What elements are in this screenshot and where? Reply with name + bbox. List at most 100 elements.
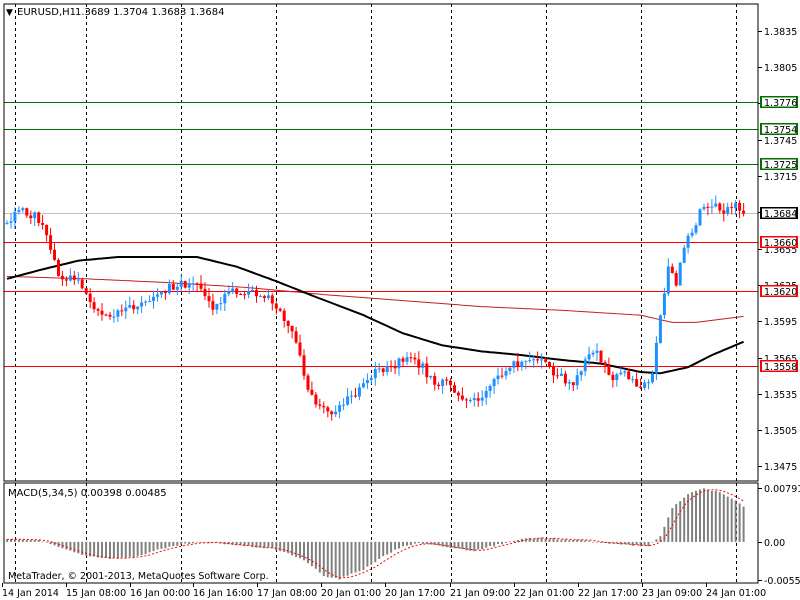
macd-bar (592, 541, 595, 543)
candle-body (413, 357, 417, 360)
candle-body (354, 395, 357, 397)
candle-body (29, 215, 33, 219)
macd-bar (243, 541, 246, 547)
candle-body (84, 288, 88, 294)
macd-bar (310, 541, 313, 567)
candle-body (76, 279, 80, 281)
macd-bar (204, 541, 206, 543)
horizontal-levels[interactable] (4, 102, 758, 367)
macd-bar (584, 540, 587, 542)
price-tick-label: 1.3505 (764, 426, 797, 437)
candle-body (357, 387, 361, 397)
candle-body (377, 368, 381, 370)
main-chart-pane[interactable] (4, 4, 758, 481)
macd-bar (580, 539, 583, 542)
macd-bar (89, 541, 92, 557)
candle-body (322, 405, 326, 408)
level-label-inner (762, 286, 796, 296)
macd-bar (271, 541, 274, 549)
candle-body (702, 206, 706, 210)
macd-bar (168, 541, 171, 547)
candle-body (508, 367, 512, 371)
candle-body (64, 279, 68, 281)
candle-body (734, 202, 738, 209)
candle-body (203, 288, 207, 296)
price-tick-label: 1.3745 (764, 136, 797, 147)
macd-bar (120, 541, 123, 558)
macd-bar (568, 540, 571, 542)
candle-body (92, 302, 96, 310)
time-axis[interactable]: 14 Jan 2014 15 Jan 08:00 16 Jan 00:00 16 Ja… (2, 583, 766, 599)
macd-bar (263, 541, 266, 549)
macd-bar (703, 488, 705, 542)
macd-bar (215, 541, 218, 543)
macd-bar (101, 541, 103, 558)
macd-bar (505, 541, 507, 543)
macd-bar (429, 541, 432, 545)
candle-body (674, 273, 678, 286)
candle-body (607, 365, 611, 375)
candle-body (60, 275, 64, 280)
macd-bar (49, 541, 52, 545)
macd-bar (413, 541, 416, 544)
macd-bar (275, 541, 278, 551)
macd-pane-frame (3, 482, 759, 584)
macd-bar (172, 541, 175, 547)
candle-body (619, 372, 623, 375)
price-tick-label: 1.3475 (764, 462, 797, 473)
candle-body (350, 395, 353, 397)
candle-body (243, 294, 247, 296)
candle-body (136, 306, 140, 310)
macd-bar (227, 541, 230, 545)
macd-bar (346, 541, 349, 576)
candle-body (179, 281, 183, 287)
macd-bar (45, 541, 48, 543)
level-label-inner (762, 237, 796, 247)
candle-body (365, 380, 369, 384)
macd-bar (623, 541, 626, 545)
macd-bar (663, 526, 666, 542)
candle-body (409, 357, 413, 359)
time-tick-label: 21 Jan 09:00 (450, 588, 510, 599)
macd-bar (528, 537, 531, 542)
macd-bar (560, 539, 563, 542)
candle-body (45, 224, 49, 236)
candle-body (207, 296, 211, 302)
candle-body (330, 411, 334, 415)
macd-bar (691, 492, 694, 542)
candle-body (662, 293, 666, 316)
candle-body (583, 359, 587, 372)
macd-bar (417, 541, 420, 543)
macd-bar (619, 541, 622, 545)
candle-body (441, 379, 445, 386)
candle-body (658, 315, 662, 343)
macd-bar (219, 541, 222, 544)
macd-bar (283, 541, 286, 552)
candle-body (334, 411, 338, 415)
macd-bar (564, 539, 567, 542)
candle-body (25, 208, 29, 216)
candle-body (472, 398, 476, 400)
copyright-text: MetaTrader, © 2001-2013, MetaQuotes Soft… (8, 571, 269, 582)
macd-pane[interactable] (6, 483, 745, 583)
macd-bar (604, 541, 606, 543)
macd-bar (180, 541, 183, 545)
macd-bar (706, 489, 709, 542)
candle-body (575, 375, 579, 386)
candle-body (278, 308, 282, 311)
candle-body (251, 289, 254, 292)
candle-body (183, 281, 187, 288)
macd-bar (394, 541, 397, 550)
candle-body (464, 399, 468, 401)
macd-bar (730, 498, 733, 542)
collapse-marker-icon[interactable]: ▼ (6, 8, 13, 18)
candle-body (405, 357, 409, 362)
macd-bar (469, 541, 472, 551)
candle-body (504, 371, 508, 376)
macd-bar (21, 539, 24, 542)
candle-body (140, 302, 144, 307)
macd-bar (406, 541, 408, 546)
candle-body (72, 275, 76, 280)
macd-bar (338, 541, 341, 580)
